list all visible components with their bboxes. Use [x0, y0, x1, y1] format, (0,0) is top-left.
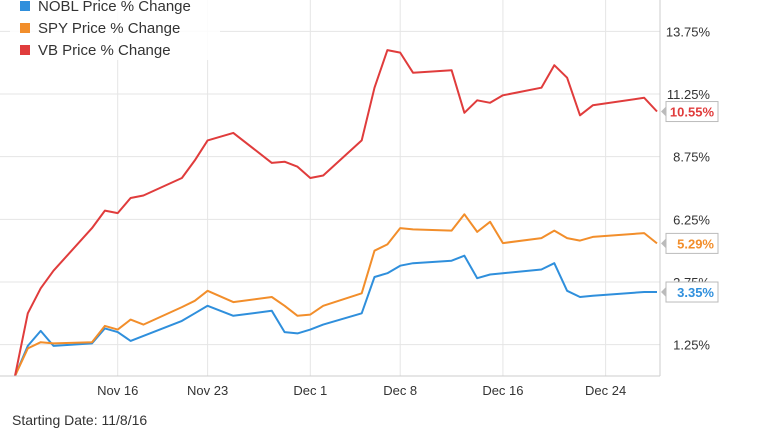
end-labels: 3.35% 5.29% 10.55%	[661, 102, 718, 302]
y-tick-label: 6.25%	[673, 212, 710, 227]
legend-swatch	[20, 23, 30, 33]
y-tick-label: 1.25%	[673, 338, 710, 353]
y-tick-label: 13.75%	[666, 24, 711, 39]
legend-label: SPY Price % Change	[38, 20, 180, 37]
end-label-pointer	[661, 238, 666, 248]
x-tick-label: Nov 16	[97, 383, 138, 398]
x-axis: Nov 16 Nov 23 Dec 1 Dec 8 Dec 16 Dec 24	[0, 376, 660, 398]
end-value-label: 10.55%	[670, 105, 715, 120]
legend-label: VB Price % Change	[38, 42, 171, 59]
y-tick-label: 8.75%	[673, 150, 710, 165]
end-value-label: 3.35%	[677, 285, 714, 300]
x-tick-label: Dec 8	[383, 383, 417, 398]
y-axis: 1.25%3.75%6.25%8.75%11.25%13.75%	[660, 0, 710, 376]
legend-swatch	[20, 45, 30, 55]
x-tick-label: Dec 1	[293, 383, 327, 398]
x-tick-label: Dec 24	[585, 383, 626, 398]
x-tick-label: Nov 23	[187, 383, 228, 398]
end-value-label: 5.29%	[677, 236, 714, 251]
legend-swatch	[20, 1, 30, 11]
starting-date-note: Starting Date: 11/8/16	[12, 412, 147, 428]
x-tick-label: Dec 16	[482, 383, 523, 398]
legend: NOBL Price % Change SPY Price % Change VB …	[10, 0, 220, 60]
y-tick-label: 11.25%	[667, 87, 711, 102]
legend-label: NOBL Price % Change	[38, 0, 191, 15]
end-label-pointer	[661, 287, 666, 297]
end-label-pointer	[661, 107, 666, 117]
